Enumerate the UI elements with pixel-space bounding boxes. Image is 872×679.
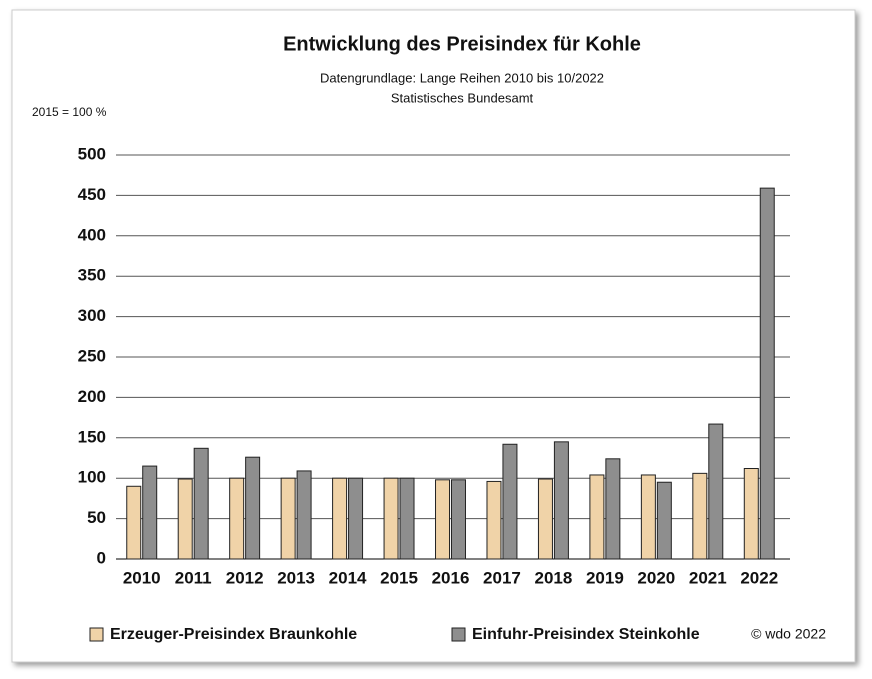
y-tick-label: 250 bbox=[78, 346, 106, 365]
x-tick-label: 2010 bbox=[123, 568, 161, 587]
y-tick-label: 150 bbox=[78, 427, 106, 446]
legend-label: Einfuhr-Preisindex Steinkohle bbox=[472, 626, 700, 643]
subtitle: Datengrundlage: Lange Reihen 2010 bis 10… bbox=[320, 70, 604, 85]
x-tick-label: 2017 bbox=[483, 568, 521, 587]
bar bbox=[589, 474, 605, 560]
bar bbox=[332, 477, 348, 560]
legend-swatch bbox=[89, 627, 104, 642]
bar bbox=[245, 456, 261, 560]
x-tick-label: 2015 bbox=[380, 568, 418, 587]
bar bbox=[280, 477, 296, 560]
bar bbox=[450, 479, 466, 560]
y-tick-label: 350 bbox=[78, 266, 106, 285]
y-tick-label: 50 bbox=[87, 508, 106, 527]
bar bbox=[553, 441, 569, 560]
y-tick-label: 400 bbox=[78, 225, 106, 244]
bar bbox=[656, 481, 672, 560]
bar bbox=[399, 477, 415, 560]
bar bbox=[142, 465, 158, 560]
bar bbox=[229, 477, 245, 560]
x-tick-label: 2020 bbox=[637, 568, 675, 587]
bar bbox=[640, 474, 656, 560]
bar bbox=[605, 458, 621, 560]
bar bbox=[177, 478, 193, 560]
x-tick-label: 2012 bbox=[226, 568, 264, 587]
x-tick-label: 2019 bbox=[586, 568, 624, 587]
y-tick-label: 300 bbox=[78, 306, 106, 325]
source: © wdo 2022 bbox=[751, 626, 826, 642]
x-tick-label: 2011 bbox=[175, 568, 212, 587]
bar bbox=[435, 479, 451, 560]
y-axis-label: 2015 = 100 % bbox=[32, 105, 107, 119]
bar bbox=[193, 447, 209, 560]
subtitle: Statistisches Bundesamt bbox=[391, 90, 534, 105]
chart-title: Entwicklung des Preisindex für Kohle bbox=[283, 33, 641, 55]
legend-label: Erzeuger-Preisindex Braunkohle bbox=[110, 626, 357, 643]
bar bbox=[708, 423, 724, 560]
y-tick-label: 0 bbox=[97, 548, 106, 567]
bar bbox=[743, 468, 759, 560]
bar bbox=[126, 485, 142, 560]
bar bbox=[692, 472, 708, 560]
x-tick-label: 2021 bbox=[689, 568, 727, 587]
bar bbox=[486, 480, 502, 560]
x-tick-label: 2013 bbox=[277, 568, 315, 587]
bar bbox=[502, 443, 518, 560]
bar bbox=[296, 470, 312, 560]
bar bbox=[759, 187, 775, 560]
x-tick-label: 2014 bbox=[329, 568, 367, 587]
y-tick-label: 500 bbox=[78, 144, 106, 163]
bar bbox=[537, 478, 553, 560]
y-tick-label: 100 bbox=[78, 468, 106, 487]
bar bbox=[348, 477, 364, 560]
x-tick-label: 2016 bbox=[432, 568, 470, 587]
bar bbox=[383, 477, 399, 560]
card bbox=[11, 9, 856, 663]
y-tick-label: 450 bbox=[78, 185, 106, 204]
x-tick-label: 2018 bbox=[535, 568, 573, 587]
x-tick-label: 2022 bbox=[740, 568, 778, 587]
y-tick-label: 200 bbox=[78, 387, 106, 406]
legend-swatch bbox=[451, 627, 466, 642]
